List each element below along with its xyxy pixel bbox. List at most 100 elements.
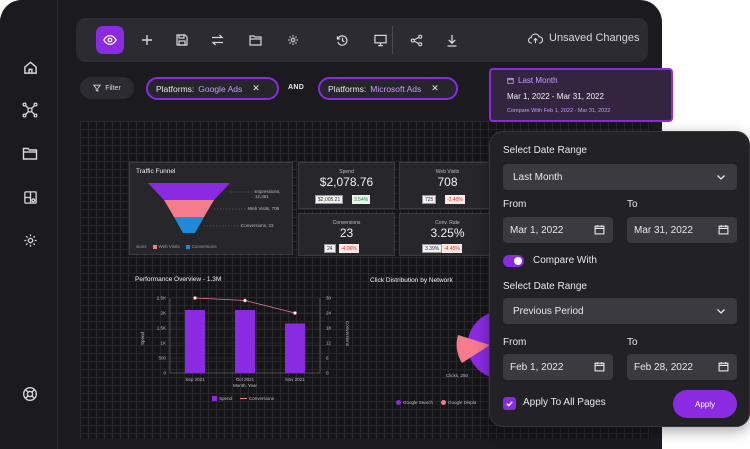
help-icon[interactable] [18, 382, 42, 406]
kpi-title: Conversions [332, 220, 361, 226]
unsaved-changes-status: Unsaved Changes [528, 32, 640, 44]
close-icon[interactable]: ✕ [252, 83, 260, 93]
open-folder-icon[interactable] [243, 28, 267, 52]
network-icon[interactable] [18, 98, 42, 122]
compare-to-date-input[interactable]: Feb 28, 2022 [627, 354, 737, 380]
popover-title: Last Month [518, 76, 558, 85]
kpi-card-conversions[interactable]: Conversions 23 24 -4.96% [298, 213, 395, 256]
x-tick-label: Nov 2021 [285, 377, 305, 382]
layout-icon[interactable] [18, 185, 42, 209]
apply-button[interactable]: Apply [673, 390, 737, 418]
pie-label: Clicks, 250 [446, 373, 469, 378]
download-icon[interactable] [440, 28, 464, 52]
legend-item-web-visits: Web Visits [158, 244, 180, 249]
legend-swatch [240, 398, 248, 399]
settings-icon[interactable] [18, 228, 42, 252]
y-tick-label: 2.5K [157, 296, 166, 301]
distribution-legend: Google Search Google Displa [396, 400, 476, 405]
share-icon[interactable] [404, 28, 428, 52]
bar-spend [185, 310, 205, 373]
filter-button[interactable]: Filter [80, 77, 134, 99]
kpi-card-spend[interactable]: Spend $2,078.76 $2,005.21 3.54% [298, 162, 395, 209]
legend-swatch [441, 400, 447, 405]
compare-range-select-value: Previous Period [513, 305, 584, 317]
filter-chip-google-ads[interactable]: Platforms: Google Ads ✕ [146, 77, 279, 100]
legend-item-google-search: Google Search [403, 400, 434, 405]
kpi-value: 3.25% [430, 226, 465, 240]
unsaved-changes-label: Unsaved Changes [549, 32, 640, 44]
performance-chart: 0 500 1K 1.5K 2K 2.5K 0 6 12 18 24 30 Sep 2021 Oct 20… [157, 296, 332, 383]
toolbar: Unsaved Changes [76, 18, 648, 62]
x-tick-label: Oct 2021 [236, 377, 255, 382]
calendar-icon [507, 77, 514, 84]
compare-range-select[interactable]: Previous Period [503, 298, 737, 324]
y-axis-label-left: Spend [140, 331, 146, 346]
to-date-value: Mar 31, 2022 [634, 224, 693, 236]
save-icon[interactable] [170, 28, 194, 52]
pie-slice-google-display [456, 335, 490, 363]
legend-swatch [152, 244, 157, 249]
swap-icon[interactable] [205, 28, 229, 52]
performance-legend: Spend Conversions [212, 396, 274, 401]
kpi-value: 708 [437, 175, 458, 189]
select-date-range-label-2: Select Date Range [503, 281, 587, 292]
performance-title: Performance Overview - 1.3M [135, 276, 222, 283]
date-range-panel: Select Date Range Last Month From To Mar… [489, 131, 750, 427]
kpi-change-up: 3.54% [352, 195, 371, 204]
date-range-select-value: Last Month [513, 171, 563, 183]
distribution-title: Click Distribution by Network [370, 277, 453, 284]
gear-icon[interactable] [281, 28, 305, 52]
funnel-segment-conversions [174, 217, 204, 233]
kpi-card-web-visits[interactable]: Web Visits 708 725 -2.40% [399, 162, 496, 209]
click-distribution-pie [456, 313, 490, 377]
x-tick-label: Sep 2021 [185, 377, 205, 382]
kpi-change-down: -4.45% [442, 244, 462, 253]
calendar-icon[interactable] [718, 224, 729, 235]
compare-with-label: Compare With [533, 255, 597, 266]
compare-with-toggle[interactable] [503, 255, 524, 267]
y-tick-label-right: 24 [326, 311, 332, 316]
popover-title-row: Last Month [507, 76, 558, 85]
close-icon[interactable]: ✕ [431, 83, 439, 93]
legend-swatch [185, 244, 190, 249]
add-icon[interactable] [135, 28, 159, 52]
y-tick-label: 2K [160, 311, 166, 316]
chip-value: Google Ads [198, 83, 243, 94]
home-icon[interactable] [18, 55, 42, 79]
select-date-range-label: Select Date Range [503, 145, 587, 156]
filter-label: Filter [105, 84, 121, 92]
date-range-summary[interactable]: Last Month Mar 1, 2022 - Mar 31, 2022 Co… [489, 68, 673, 122]
apply-all-pages-checkbox[interactable] [503, 397, 516, 410]
calendar-icon[interactable] [718, 361, 729, 372]
y-tick-label-right: 30 [326, 296, 332, 301]
history-icon[interactable] [330, 28, 354, 52]
legend-item-impressions: sions [136, 244, 147, 249]
compare-from-date-input[interactable]: Feb 1, 2022 [503, 354, 613, 380]
kpi-card-conv-rate[interactable]: Conv. Rate 3.25% 3.39% -4.45% [399, 213, 496, 256]
preview-eye-icon[interactable] [96, 26, 124, 54]
bar-spend [285, 323, 305, 373]
date-range-select[interactable]: Last Month [503, 164, 737, 190]
legend-item-conversions: Conversions [249, 396, 275, 401]
funnel-title: Traffic Funnel [136, 168, 176, 175]
filter-chip-microsoft-ads[interactable]: Platforms: Microsoft Ads ✕ [318, 77, 458, 100]
present-icon[interactable] [368, 28, 392, 52]
folder-icon[interactable] [18, 141, 42, 165]
traffic-funnel-card[interactable]: Traffic Funnel Impressions, 12,361 Web V… [129, 162, 293, 255]
calendar-icon[interactable] [594, 361, 605, 372]
to-date-input[interactable]: Mar 31, 2022 [627, 217, 737, 243]
point-conversions [243, 298, 247, 303]
left-rail [0, 0, 58, 449]
calendar-icon[interactable] [594, 224, 605, 235]
x-axis-label: Month, Year [233, 383, 258, 388]
kpi-previous-value: 24 [324, 244, 336, 253]
legend-item-spend: Spend [219, 396, 233, 401]
funnel-legend: sions Web Visits Conversions [136, 244, 217, 249]
and-operator: AND [288, 84, 305, 91]
popover-range: Mar 1, 2022 - Mar 31, 2022 [507, 92, 604, 101]
kpi-value: $2,078.76 [319, 175, 374, 189]
checkmark-icon [506, 401, 513, 407]
legend-item-conversions: Conversions [191, 244, 217, 249]
chevron-down-icon [717, 175, 725, 180]
from-date-input[interactable]: Mar 1, 2022 [503, 217, 613, 243]
